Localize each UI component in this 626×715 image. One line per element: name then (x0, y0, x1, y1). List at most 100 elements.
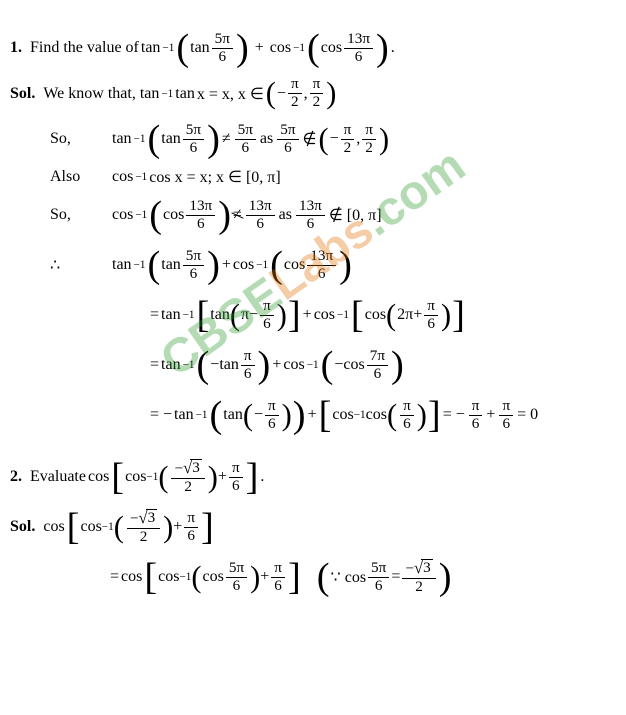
s1b-tan: tan (112, 130, 132, 148)
s1b-as: as (260, 130, 273, 148)
s1a-int: − π2 , π2 (266, 76, 337, 111)
s1g-tan2: tan (219, 356, 239, 374)
s2b-sup: −1 (179, 571, 191, 583)
q2-f2: π6 (229, 460, 243, 494)
s1h-s1: −1 (196, 409, 208, 421)
s1h: = − tan−1 tan − π6 + cos−1 cos π6 = − π6… (150, 393, 616, 437)
q1-br1: tan 5π6 (176, 26, 248, 70)
s1c-lbl: Also (50, 168, 110, 186)
s1f-f1: π6 (260, 298, 274, 332)
s2b-b: cos−1 cos 5π6 + π6 (144, 555, 300, 599)
s2b-cos3: cos (203, 568, 224, 586)
s2b-eq: = (110, 568, 119, 586)
s1f-s2: −1 (337, 309, 349, 321)
s2b-f3: 5π6 (368, 560, 389, 594)
q2-pl: + (218, 468, 227, 486)
s1d-f2: 13π6 (246, 198, 275, 232)
s1f-eq: = (150, 306, 159, 324)
s1h-pp1: − π6 (243, 398, 292, 433)
q2-dot: . (260, 468, 264, 486)
s1b-c: , (356, 130, 360, 148)
s1a-f1: π2 (288, 76, 302, 110)
s1a-x: x = x, x ∈ (197, 84, 264, 104)
s2a-sup: −1 (102, 521, 114, 533)
q2-f1: −3 2 (171, 459, 204, 495)
s2b-pl: + (260, 568, 269, 586)
s1h-p1: tan − π6 (210, 393, 306, 437)
s2b-f2: π6 (271, 560, 285, 594)
s1f-p2: 2π + π6 (386, 298, 451, 333)
s1d-f3: 13π6 (296, 198, 325, 232)
s1b-int: − π2 , π2 (318, 122, 389, 157)
s1g-m1: − (210, 356, 219, 374)
s1f-b2: cos 2π + π6 (351, 293, 465, 337)
s1h-tan: tan (174, 406, 194, 424)
s1d-cos2: cos (163, 206, 184, 224)
s1h-res: = − (443, 406, 465, 424)
s1a: Sol. We know that, tan−1 tan x = x, x ∈ … (10, 76, 616, 111)
s1d-ne: ≠ (233, 206, 242, 224)
s2b-f1: 5π6 (226, 560, 247, 594)
s1e: ∴ tan−1 tan 5π6 + cos−1 cos 13π6 (50, 243, 616, 287)
s1c-t: cos x = x; x ∈ [0, π] (149, 167, 280, 187)
s1b-lbl: So, (50, 130, 110, 148)
q1-cos: cos (270, 39, 291, 57)
s1h-z: = 0 (517, 406, 538, 424)
s1e-cos: cos (233, 256, 254, 274)
s1h-f4: π6 (499, 398, 513, 432)
s1d: So, cos−1 cos 13π6 ≠ 13π6 as 13π6 ∉ [0, … (50, 193, 616, 237)
q2: 2. Evaluate cos cos−1 −3 2 + π6 . (10, 455, 616, 499)
s1f-p1: π − π6 (230, 298, 287, 333)
s1b-f2: 5π6 (235, 122, 256, 156)
s2a-f2: π6 (184, 510, 198, 544)
s1h-f1: π6 (265, 398, 279, 432)
q1-cos2: cos (321, 39, 342, 57)
s1f-tan: tan (161, 306, 181, 324)
q1-text: Find the value of (30, 39, 139, 57)
s1b-f4: π2 (341, 122, 355, 156)
s1f-m: − (249, 306, 258, 324)
s1e-cos2: cos (284, 256, 305, 274)
s1e-br2: cos 13π6 (270, 243, 352, 287)
s1g-s2: −1 (307, 359, 319, 371)
s1b-br: tan 5π6 (147, 117, 219, 161)
q1-br2: cos 13π6 (307, 26, 389, 70)
s2a-b: cos−1 −3 2 + π6 (67, 505, 214, 549)
s1f-tan2: tan (210, 306, 230, 324)
s1f-f2: π6 (424, 298, 438, 332)
s1f-pl: + (303, 306, 312, 324)
q2-cos2: cos (125, 468, 146, 486)
s2b-cos2: cos (158, 568, 179, 586)
s1h-m: − (254, 406, 263, 424)
s1e-tan2: tan (161, 256, 181, 274)
q2-sup: −1 (146, 471, 158, 483)
s1f-cos2: cos (365, 306, 386, 324)
s1f-b1: tan π − π6 (196, 293, 300, 337)
s1g-cos: cos (283, 356, 304, 374)
s1h-f2: π6 (400, 398, 414, 432)
s1g-f2: 7π6 (367, 348, 388, 382)
s2b-since: ∵ cos 5π6 = −3 2 (317, 555, 452, 599)
s1e-lbl: ∴ (50, 255, 110, 275)
s1a-t1: We know that, tan (43, 85, 159, 103)
s1h-pp2: π6 (387, 398, 427, 433)
s1g-pl: + (272, 356, 281, 374)
s1h-cos2: cos (366, 406, 387, 424)
s2b-p: cos 5π6 (191, 560, 260, 595)
s2a-cos: cos (43, 518, 64, 536)
s1b: So, tan−1 tan 5π6 ≠ 5π6 as 5π6 ∉ − π2 , … (50, 117, 616, 161)
s1c-cos: cos (112, 168, 133, 186)
s1g: = tan−1 − tan π6 + cos−1 − cos 7π6 (150, 343, 616, 387)
q1-sup1: −1 (162, 42, 174, 54)
s1a-f2: π2 (310, 76, 324, 110)
s1b-f5: π2 (362, 122, 376, 156)
s1g-tan: tan (161, 356, 181, 374)
s1g-s1: −1 (183, 359, 195, 371)
s1d-sup: −1 (135, 209, 147, 221)
s1f-2pi: 2π (397, 306, 413, 324)
s2a-lbl: Sol. (10, 518, 35, 536)
s1b-m: − (330, 130, 339, 148)
s1a-sup: −1 (161, 88, 173, 100)
q1-sup2: −1 (293, 42, 305, 54)
q2-cos: cos (88, 468, 109, 486)
